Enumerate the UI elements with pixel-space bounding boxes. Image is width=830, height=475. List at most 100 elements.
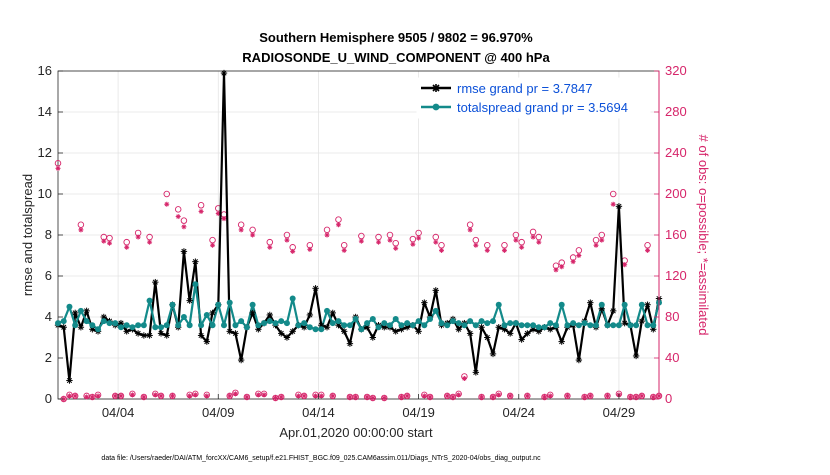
rmse-point — [615, 203, 623, 210]
obs-assimilated-point — [347, 394, 353, 400]
rmse-point — [220, 69, 228, 77]
rmse-point — [495, 324, 502, 331]
y-right-tick-label: 40 — [665, 350, 679, 365]
obs-assimilated-point — [78, 227, 84, 233]
y-right-tick-label: 320 — [665, 63, 687, 78]
totalspread-point — [152, 324, 159, 331]
totalspread-point — [472, 322, 479, 329]
totalspread-point — [593, 322, 600, 329]
totalspread-point — [158, 324, 165, 331]
rmse-point — [140, 332, 148, 339]
rmse-point — [323, 324, 331, 331]
obs-possible-point — [352, 393, 359, 401]
totalspread-point — [478, 318, 485, 325]
totalspread-point — [83, 318, 90, 325]
totalspread-point — [278, 318, 285, 325]
totalspread-point — [610, 322, 617, 329]
obs-assimilated-point — [187, 393, 193, 399]
x-tick-label: 04/09 — [202, 405, 235, 420]
obs-assimilated-point — [650, 394, 656, 400]
totalspread-point — [95, 326, 102, 333]
totalspread-point — [335, 318, 342, 325]
obs-assimilated-point — [507, 393, 513, 399]
totalspread-point — [398, 322, 405, 329]
obs-possible-point — [609, 190, 617, 198]
totalspread-point — [587, 322, 594, 329]
totalspread-point — [100, 318, 107, 325]
obs-assimilated-point — [530, 234, 536, 240]
rmse-point — [466, 330, 474, 337]
y-right-tick-label: 80 — [665, 309, 679, 324]
totalspread-point — [467, 318, 474, 325]
totalspread-point — [112, 320, 119, 327]
obs-assimilated-point — [627, 394, 633, 400]
rmse-point — [638, 317, 646, 325]
rmse-point — [610, 307, 617, 315]
obs-possible-point — [300, 392, 308, 400]
obs-possible-point — [140, 393, 148, 401]
totalspread-point — [266, 318, 273, 325]
rmse-point — [575, 356, 583, 364]
obs-assimilated-point — [421, 393, 427, 399]
rmse-point — [289, 328, 296, 335]
totalspread-point — [140, 322, 147, 329]
obs-assimilated-point — [84, 394, 90, 400]
rmse-point — [524, 330, 531, 337]
obs-possible-point — [163, 190, 171, 198]
x-tick-label: 04/29 — [603, 405, 636, 420]
rmse-point — [650, 326, 657, 333]
totalspread-point — [129, 324, 136, 331]
obs-assimilated-point — [152, 392, 158, 398]
totalspread-point — [243, 324, 250, 331]
y-right-tick-label: 120 — [665, 268, 687, 283]
totalspread-point — [146, 297, 153, 304]
rmse-point — [547, 326, 554, 333]
obs-assimilated-point — [536, 239, 542, 245]
obs-assimilated-point — [118, 393, 124, 399]
obs-assimilated-point — [101, 238, 107, 244]
totalspread-point — [581, 320, 588, 327]
rmse-point — [432, 287, 439, 294]
rmse-point — [146, 332, 153, 339]
totalspread-point — [55, 320, 61, 327]
obs-possible-point — [638, 392, 646, 400]
axis-ticks: 02468101214160408012016020024028032004/0… — [38, 63, 687, 420]
totalspread-point — [163, 322, 170, 329]
totalspread-point — [461, 322, 468, 329]
obs-possible-point — [169, 392, 176, 400]
totalspread-point — [77, 307, 84, 314]
y-tick-label: 6 — [45, 268, 52, 283]
rmse-point — [60, 324, 67, 331]
obs-possible-point — [71, 392, 79, 400]
rmse-point — [421, 299, 428, 306]
obs-count-markers — [54, 159, 663, 403]
rmse-point — [535, 328, 542, 335]
totalspread-point — [547, 320, 554, 327]
rmse-point — [346, 340, 354, 347]
obs-possible-point — [89, 393, 96, 401]
obs-assimilated-point — [513, 237, 519, 243]
obs-assimilated-point — [353, 394, 359, 400]
obs-assimilated-point — [593, 242, 599, 248]
obs-assimilated-point — [192, 392, 198, 398]
obs-assimilated-point — [232, 391, 238, 397]
totalspread-point — [375, 324, 382, 331]
rmse-point — [278, 330, 285, 337]
obs-assimilated-point — [335, 222, 341, 228]
y-tick-label: 2 — [45, 350, 52, 365]
obs-possible-point — [541, 393, 548, 401]
obs-possible-point — [506, 392, 514, 400]
totalspread-point — [512, 320, 519, 327]
obs-possible-point — [426, 393, 434, 401]
obs-assimilated-point — [227, 393, 233, 399]
obs-assimilated-point — [95, 393, 101, 399]
obs-assimilated-point — [479, 394, 485, 400]
legend-rmse-marker-icon — [432, 84, 440, 92]
obs-assimilated-point — [645, 247, 651, 253]
obs-assimilated-point — [135, 234, 141, 240]
rmse-point — [415, 328, 422, 335]
totalspread-point — [66, 303, 73, 310]
obs-assimilated-point — [295, 393, 301, 399]
obs-assimilated-point — [284, 237, 290, 243]
totalspread-point — [392, 316, 399, 323]
